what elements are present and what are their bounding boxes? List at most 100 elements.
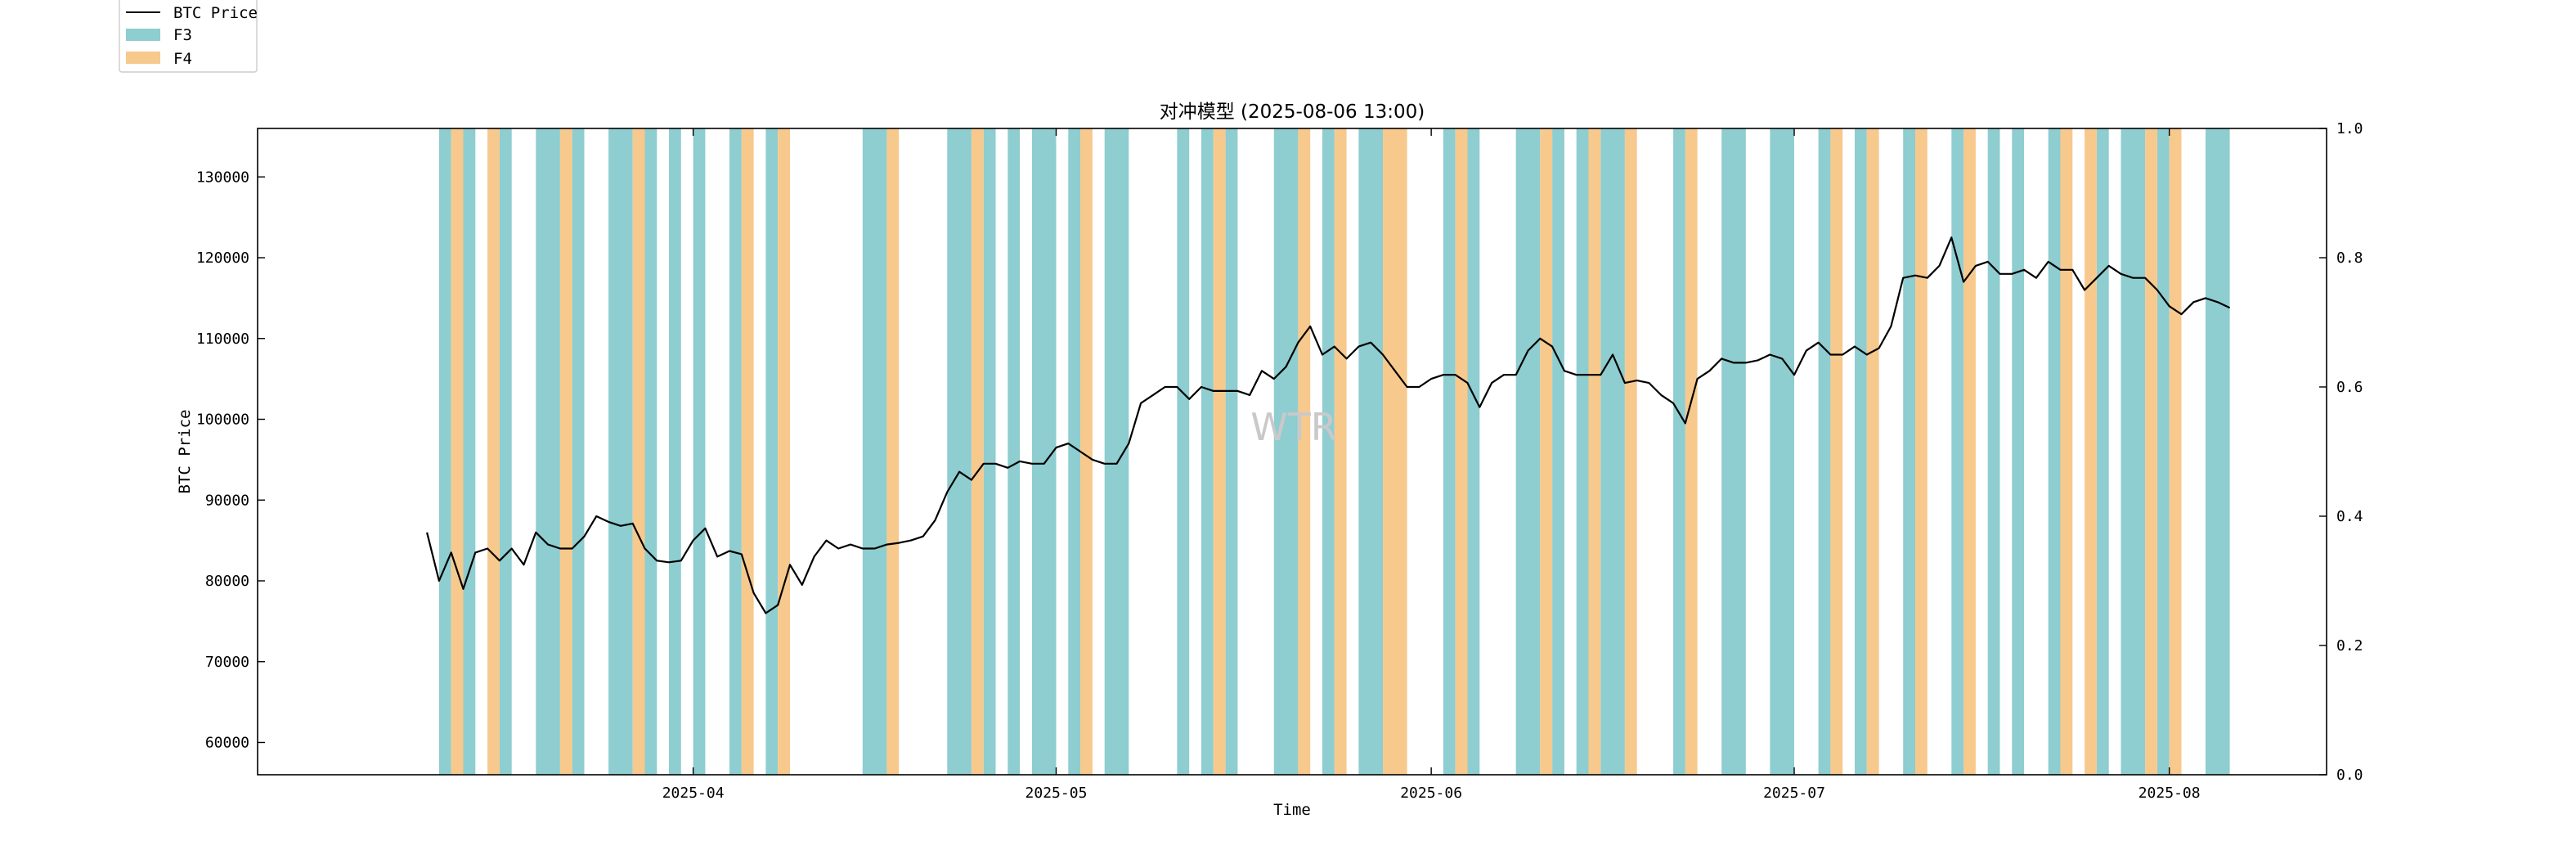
- f3-span-19: [1201, 128, 1214, 775]
- y-tick-label: 100000: [196, 412, 249, 429]
- f3-span-1: [463, 128, 476, 775]
- y2-tick-label: 0.4: [2336, 508, 2363, 525]
- f3-span-0: [438, 128, 451, 775]
- btc-price-line: [426, 236, 2231, 614]
- f3-span-7: [669, 128, 681, 775]
- f3-span-25: [1467, 128, 1480, 775]
- f4-span-18: [1830, 128, 1843, 775]
- f3-span-2: [499, 128, 512, 775]
- f3-span-30: [1673, 128, 1685, 775]
- f3-span-37: [1987, 128, 2000, 775]
- f3-span-9: [729, 128, 742, 775]
- f4-span-12: [1383, 128, 1407, 775]
- y-tick-label: 70000: [205, 654, 249, 671]
- legend-label-f3: F3: [173, 26, 192, 44]
- f3-span-16: [1068, 128, 1081, 775]
- f4-span-19: [1866, 128, 1879, 775]
- legend-label-f4: F4: [173, 50, 192, 68]
- watermark-text: WTR: [1250, 405, 1337, 449]
- x-tick-label: 2025-06: [1400, 785, 1462, 802]
- x-tick-label: 2025-04: [662, 785, 725, 802]
- x-axis: 2025-04 2025-05 2025-06 2025-07 2025-08: [662, 128, 2201, 802]
- f3-span-35: [1903, 128, 1915, 775]
- y-tick-label: 130000: [196, 169, 249, 186]
- x-tick-label: 2025-05: [1025, 785, 1088, 802]
- f4-span-6: [886, 128, 900, 775]
- f4-span-4: [741, 128, 754, 775]
- f3-span-39: [2048, 128, 2061, 775]
- chart-title: 对冲模型 (2025-08-06 13:00): [1160, 101, 1425, 123]
- f4-span-17: [1685, 128, 1698, 775]
- f4-span-1: [487, 128, 500, 775]
- f3-span-18: [1177, 128, 1190, 775]
- f4-span-22: [2060, 128, 2073, 775]
- f3-span-38: [2012, 128, 2025, 775]
- f3-span-8: [693, 128, 706, 775]
- y2-tick-label: 0.6: [2336, 379, 2363, 396]
- f3-span-34: [1855, 128, 1867, 775]
- f4-span-11: [1334, 128, 1347, 775]
- f3-span-24: [1443, 128, 1456, 775]
- price-line-layer: [426, 236, 2231, 614]
- y2-tick-label: 0.8: [2336, 250, 2363, 267]
- f4-span-8: [1080, 128, 1093, 775]
- shaded-spans-layer: [438, 128, 2230, 775]
- f4-span-3: [632, 128, 645, 775]
- y2-tick-label: 0.2: [2336, 637, 2363, 654]
- f4-span-20: [1915, 128, 1928, 775]
- y-axis-right: 0.0 0.2 0.4 0.6 0.8 1.0: [2319, 120, 2363, 784]
- f4-span-21: [1963, 128, 1976, 775]
- legend: BTC Price F3 F4: [119, 0, 258, 73]
- y2-tick-label: 0.0: [2336, 767, 2363, 784]
- f3-span-23: [1358, 128, 1383, 775]
- y-axis-left: 60000 70000 80000 90000 100000 110000 120000 13…: [196, 169, 265, 752]
- y-tick-label: 110000: [196, 331, 249, 348]
- f3-span-12: [947, 128, 972, 775]
- f3-span-29: [1600, 128, 1625, 775]
- f4-span-13: [1455, 128, 1468, 775]
- f4-span-2: [559, 128, 572, 775]
- x-tick-label: 2025-07: [1763, 785, 1825, 802]
- f3-span-27: [1552, 128, 1564, 775]
- f4-span-15: [1588, 128, 1601, 775]
- f4-span-7: [971, 128, 984, 775]
- f4-span-0: [451, 128, 464, 775]
- f3-span-21: [1273, 128, 1299, 775]
- f3-span-3: [536, 128, 560, 775]
- f4-span-14: [1540, 128, 1553, 775]
- f3-span-11: [862, 128, 887, 775]
- legend-swatch-f4: [126, 52, 160, 64]
- y-tick-label: 90000: [205, 492, 249, 509]
- legend-swatch-f3: [126, 29, 160, 41]
- x-axis-label: Time: [1273, 801, 1311, 819]
- f3-span-26: [1515, 128, 1541, 775]
- f3-span-40: [2096, 128, 2109, 775]
- f3-span-42: [2156, 128, 2170, 775]
- f4-span-10: [1298, 128, 1311, 775]
- f3-span-13: [983, 128, 996, 775]
- f3-span-5: [608, 128, 633, 775]
- f3-span-32: [1770, 128, 1794, 775]
- f3-span-20: [1225, 128, 1238, 775]
- f4-span-23: [2085, 128, 2097, 775]
- y2-tick-label: 1.0: [2336, 120, 2363, 137]
- x-tick-label: 2025-08: [2138, 785, 2201, 802]
- f4-span-9: [1213, 128, 1226, 775]
- f3-span-14: [1008, 128, 1021, 775]
- f4-span-25: [2169, 128, 2182, 775]
- f3-span-10: [765, 128, 779, 775]
- legend-label-btc-price: BTC Price: [173, 4, 258, 22]
- y-tick-label: 80000: [205, 573, 249, 590]
- plot-frame: [257, 128, 2327, 776]
- y-tick-label: 120000: [196, 250, 249, 267]
- f3-span-36: [1951, 128, 1964, 775]
- f3-span-41: [2120, 128, 2146, 775]
- f3-span-31: [1721, 128, 1746, 775]
- y-axis-label: BTC Price: [176, 410, 194, 494]
- f4-span-5: [778, 128, 790, 775]
- f3-span-6: [644, 128, 657, 775]
- f4-span-24: [2145, 128, 2157, 775]
- f3-span-4: [572, 128, 585, 775]
- f4-span-16: [1624, 128, 1637, 775]
